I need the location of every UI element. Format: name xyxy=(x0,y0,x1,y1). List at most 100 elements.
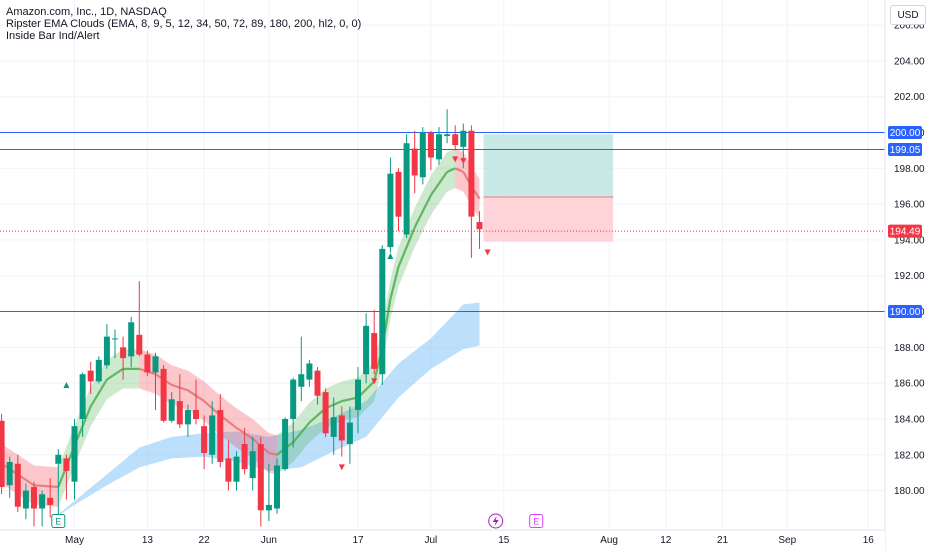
candle-bullish xyxy=(128,322,135,357)
candle-bullish xyxy=(184,410,191,425)
candle-bearish xyxy=(241,444,248,470)
candle-bearish xyxy=(322,392,329,434)
candle-bullish xyxy=(209,415,216,455)
candle-bullish xyxy=(22,490,29,509)
candle-bullish xyxy=(249,451,256,479)
candle-bearish xyxy=(144,354,151,373)
candle-bullish xyxy=(39,494,46,509)
candle-bullish xyxy=(112,338,118,340)
inside-bar-down-marker xyxy=(338,464,345,471)
time-tick-label: May xyxy=(65,535,84,546)
price-tick-label: 182.00 xyxy=(894,450,925,461)
symbol-title: Amazon.com, Inc., 1D, NASDAQ xyxy=(6,6,167,18)
candle-bullish xyxy=(403,143,410,235)
candle-bullish xyxy=(152,356,159,373)
time-tick-label: 21 xyxy=(717,535,729,546)
candle-bullish xyxy=(419,132,426,178)
price-label-text: 200.00 xyxy=(890,128,921,139)
candle-bullish xyxy=(168,399,175,421)
line-price-label xyxy=(888,126,922,139)
candle-bullish xyxy=(298,374,305,387)
inside-bar-down-marker xyxy=(371,378,378,385)
currency-button[interactable]: USD xyxy=(890,5,926,25)
candle-bullish xyxy=(460,130,467,147)
price-tick-label: 180.00 xyxy=(894,486,925,497)
ema-fast-line xyxy=(106,367,124,381)
price-tick-label: 194.00 xyxy=(894,235,925,246)
candle-bearish xyxy=(136,334,143,355)
candle-bullish xyxy=(306,363,313,380)
candle-bearish xyxy=(468,130,475,217)
candle-bearish xyxy=(452,134,459,146)
candle-bullish xyxy=(355,379,361,411)
candle-bullish xyxy=(274,465,280,509)
price-label-text: 199.05 xyxy=(890,145,921,156)
time-tick-label: Jul xyxy=(425,535,438,546)
candle-bearish xyxy=(314,370,321,396)
price-tick-label: 196.00 xyxy=(894,200,925,211)
candle-bearish xyxy=(176,401,183,425)
candle-bullish xyxy=(282,418,289,470)
ema-fast-line xyxy=(268,451,278,456)
price-axis xyxy=(885,0,932,550)
earnings-marker xyxy=(51,514,66,528)
ema-cloud-slow xyxy=(139,302,480,471)
candle-bearish xyxy=(395,171,402,217)
time-tick-label: 12 xyxy=(660,535,672,546)
candle-bullish xyxy=(387,173,394,248)
candle-bearish xyxy=(193,410,199,419)
chart-legend: Amazon.com, Inc., 1D, NASDAQ Ripster EMA… xyxy=(6,6,361,42)
candle-bullish xyxy=(95,359,102,382)
candle-bullish xyxy=(6,461,13,486)
ema-fast-line xyxy=(389,266,400,300)
candle-bearish xyxy=(427,132,434,158)
ema-fast-line xyxy=(292,421,311,443)
ema-fast-line xyxy=(33,484,59,489)
candle-bearish xyxy=(371,333,378,369)
ema-fast-line xyxy=(397,226,416,268)
candle-bullish xyxy=(55,454,62,464)
ema-fast-line xyxy=(454,167,464,173)
time-tick-label: Jun xyxy=(261,535,277,546)
inside-bar-up-marker xyxy=(387,253,394,260)
price-label-text: 194.49 xyxy=(890,227,921,238)
candle-bullish xyxy=(363,325,370,375)
candle-bullish xyxy=(330,417,337,437)
ema-fast-line xyxy=(89,379,108,408)
inside-bar-down-marker xyxy=(484,249,491,256)
line-price-label xyxy=(888,305,922,319)
position-profit-zone xyxy=(483,134,614,197)
last-price-label xyxy=(888,224,922,238)
price-label-text: 190.00 xyxy=(890,307,921,318)
inside-bar-down-marker xyxy=(460,158,467,165)
time-tick-label: 16 xyxy=(863,535,875,546)
candle-bearish xyxy=(411,148,418,176)
ema-cloud-indicator-label[interactable]: Ripster EMA Clouds (EMA, 8, 9, 5, 12, 34… xyxy=(6,18,362,30)
candle-bearish xyxy=(476,222,483,230)
time-tick-label: Aug xyxy=(600,535,618,546)
candle-bearish xyxy=(14,463,21,507)
candle-bullish xyxy=(379,248,386,375)
candle-bullish xyxy=(290,379,297,419)
price-tick-label: 202.00 xyxy=(894,92,925,103)
price-tick-label: 198.00 xyxy=(894,164,925,175)
earnings-marker-label: E xyxy=(533,517,539,527)
earnings-marker xyxy=(529,514,544,528)
candle-bearish xyxy=(87,370,94,382)
candle-bearish xyxy=(338,415,345,441)
ema-fast-line xyxy=(446,167,456,173)
candle-bearish xyxy=(201,426,208,454)
price-tick-label: 206.00 xyxy=(894,21,925,32)
inside-bar-down-marker xyxy=(452,156,459,163)
ema-cloud-slow-tail xyxy=(50,447,140,522)
candle-bullish xyxy=(436,134,442,160)
candle-bearish xyxy=(0,420,5,488)
candle-bearish xyxy=(160,368,167,421)
inside-bar-indicator-label[interactable]: Inside Bar Ind/Alert xyxy=(6,30,100,42)
ema-fast-line xyxy=(413,194,432,228)
time-tick-label: Sep xyxy=(778,535,796,546)
earnings-marker-label: E xyxy=(55,517,61,527)
candle-bearish xyxy=(63,458,70,471)
candle-bullish xyxy=(346,422,353,445)
